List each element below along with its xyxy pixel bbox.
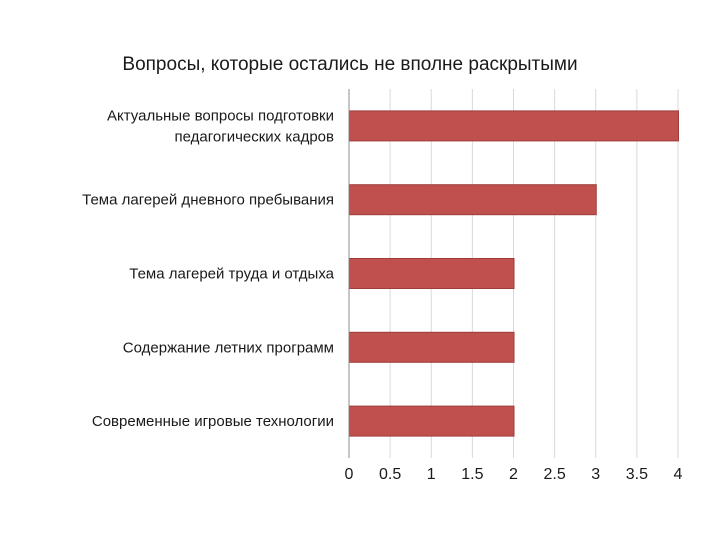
x-tick-label: 0.5: [379, 466, 401, 483]
category-label: Актуальные вопросы подготовки: [107, 107, 334, 124]
x-tick-label: 1.5: [461, 466, 483, 483]
category-label: Тема лагерей дневного пребывания: [82, 192, 334, 209]
bar: [349, 184, 597, 216]
x-tick-label: 0: [345, 466, 354, 483]
bar: [349, 331, 515, 363]
x-tick-label: 3.5: [626, 466, 648, 483]
category-labels: Актуальные вопросы подготовки педагогичес…: [82, 107, 335, 430]
x-tick-label: 4: [674, 466, 683, 483]
x-tick-label: 2: [509, 466, 518, 483]
x-tick-label: 1: [427, 466, 436, 483]
x-tick-labels: 0 0.5 1 1.5 2 2.5 3 3.5 4: [345, 466, 683, 483]
chart-title: Вопросы, которые остались не вполне раск…: [122, 54, 577, 75]
x-tick-label: 3: [591, 466, 600, 483]
category-label: педагогических кадров: [175, 128, 335, 145]
category-label: Современные игровые технологии: [92, 413, 334, 430]
x-tick-label: 2.5: [544, 466, 566, 483]
category-label: Тема лагерей труда и отдыха: [129, 266, 334, 283]
category-label: Содержание летних программ: [123, 339, 334, 356]
bar: [349, 405, 515, 437]
bar: [349, 258, 515, 289]
bar: [349, 110, 679, 142]
